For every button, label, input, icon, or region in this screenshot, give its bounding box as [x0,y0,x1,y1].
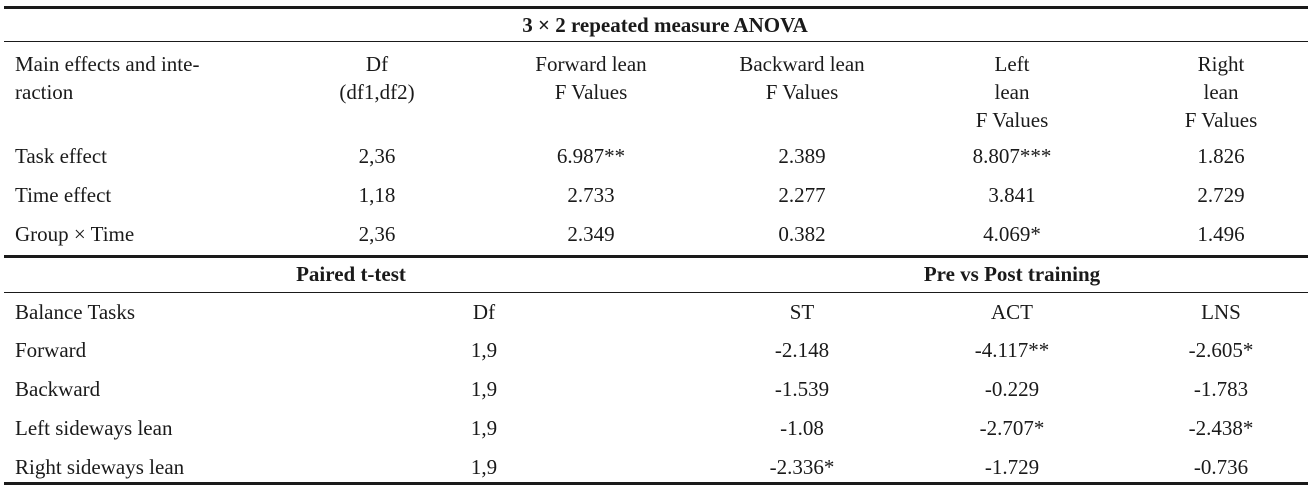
cell-lns: -1.783 [1193,377,1249,401]
header-main-effects-line2: raction [15,80,74,104]
cell-forward: 2.733 [567,183,615,207]
cell-lns: -0.736 [1193,455,1249,479]
cell-st: -1.08 [780,416,824,440]
cell-df: 1,9 [470,338,498,362]
cell-df: 2,36 [358,144,396,168]
header-backward-lean: Backward lean F Values [739,50,864,106]
cell-right: 1.496 [1197,222,1245,246]
header-right-lean-line3: F Values [1184,108,1258,132]
header-forward-lean-line1: Forward lean [535,52,647,76]
ttest-title: Paired t-test [296,262,406,286]
header-left-lean-line2: lean [994,80,1030,104]
header-balance-tasks: Balance Tasks [15,300,136,324]
cell-forward: 6.987** [556,144,626,168]
cell-df: 1,9 [470,377,498,401]
row-label: Backward [15,377,101,401]
anova-title: 3 × 2 repeated measure ANOVA [522,13,808,37]
cell-lns: -2.438* [1188,416,1254,440]
cell-df: 2,36 [358,222,396,246]
row-label: Forward [15,338,87,362]
pre-post-title: Pre vs Post training [923,262,1101,286]
header-right-lean: Right lean F Values [1185,50,1258,134]
cell-right: 2.729 [1197,183,1245,207]
header-act: ACT [991,300,1033,324]
section-divider-rule [4,255,1308,258]
top-rule [4,6,1308,9]
cell-act: -2.707* [979,416,1045,440]
cell-st: -2.336* [769,455,835,479]
header-df-line1: Df [365,52,389,76]
cell-forward: 2.349 [567,222,615,246]
cell-right: 1.826 [1197,144,1245,168]
row-label: Left sideways lean [15,416,173,440]
cell-left: 4.069* [983,222,1041,246]
header-left-lean-line3: F Values [975,108,1049,132]
row-label: Task effect [15,144,108,168]
cell-lns: -2.605* [1188,338,1254,362]
header-forward-lean-line2: F Values [554,80,628,104]
header-left-lean-line1: Left [994,52,1030,76]
cell-st: -1.539 [774,377,830,401]
header-ttest-df: Df [472,300,496,324]
header-backward-lean-line1: Backward lean [739,52,865,76]
ttest-title-rule [4,292,1308,293]
bottom-rule [4,482,1308,485]
cell-act: -4.117** [974,338,1050,362]
cell-act: -0.229 [984,377,1040,401]
header-df: Df (df1,df2) [339,50,414,106]
cell-backward: 2.277 [778,183,826,207]
cell-df: 1,18 [358,183,396,207]
cell-backward: 0.382 [778,222,826,246]
row-label: Right sideways lean [15,455,185,479]
row-label: Group × Time [15,222,135,246]
row-label: Time effect [15,183,112,207]
header-df-line2: (df1,df2) [339,80,415,104]
header-backward-lean-line2: F Values [765,80,839,104]
anova-title-rule [4,41,1308,42]
header-left-lean: Left lean F Values [976,50,1049,134]
header-right-lean-line2: lean [1203,80,1239,104]
header-main-effects: Main effects and inte- raction [15,50,199,106]
header-right-lean-line1: Right [1197,52,1245,76]
header-main-effects-line1: Main effects and inte- [15,52,200,76]
cell-df: 1,9 [470,455,498,479]
cell-st: -2.148 [774,338,830,362]
header-lns: LNS [1201,300,1241,324]
header-forward-lean: Forward lean F Values [535,50,646,106]
cell-df: 1,9 [470,416,498,440]
cell-backward: 2.389 [778,144,826,168]
cell-act: -1.729 [984,455,1040,479]
cell-left: 3.841 [988,183,1036,207]
header-st: ST [789,300,815,324]
cell-left: 8.807*** [972,144,1052,168]
